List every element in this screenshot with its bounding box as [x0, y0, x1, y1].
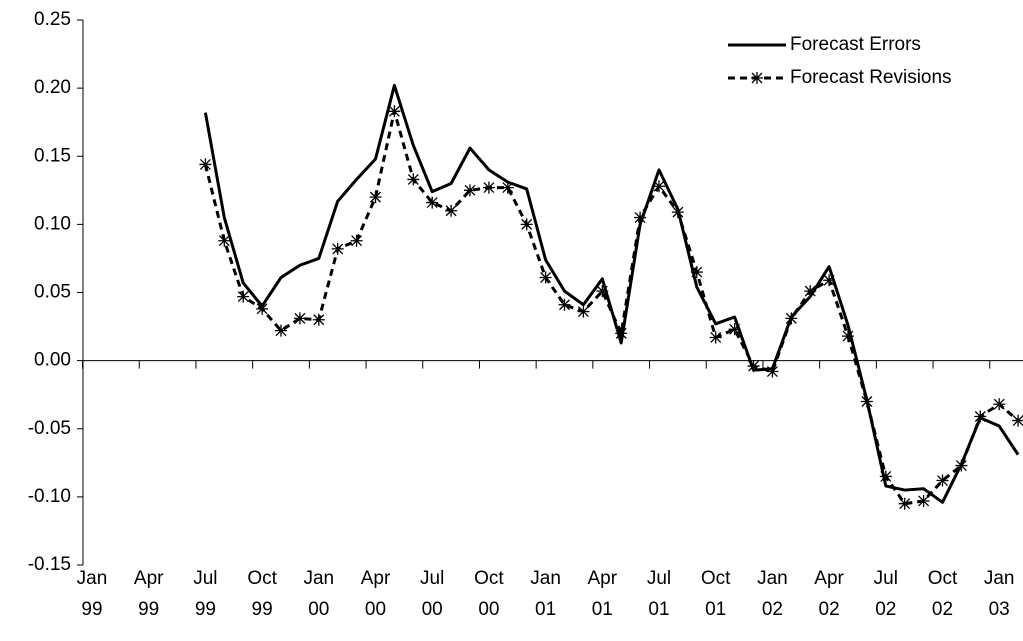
- x-tick-label: Jul 01: [646, 568, 672, 620]
- x-tick-label: Apr 01: [587, 568, 618, 620]
- marker: [388, 105, 401, 118]
- marker: [993, 398, 1006, 411]
- y-tick-label: 0.20: [34, 77, 71, 98]
- marker: [596, 285, 609, 298]
- x-tick-label: Jan 99: [76, 568, 108, 620]
- series-line: [203, 109, 1020, 506]
- x-tick-label: Oct 02: [927, 568, 958, 620]
- x-tick-label: Oct 99: [247, 568, 277, 620]
- marker: [974, 410, 987, 423]
- y-tick-label: 0.05: [34, 282, 71, 303]
- marker: [898, 497, 911, 510]
- marker: [823, 274, 836, 287]
- x-tick-label: Jan 03: [983, 568, 1015, 620]
- marker: [256, 302, 269, 315]
- y-tick-label: 0.15: [34, 145, 71, 166]
- marker: [369, 191, 382, 204]
- marker: [312, 313, 325, 326]
- marker: [407, 173, 420, 186]
- x-tick-label: Apr 02: [814, 568, 844, 620]
- marker: [690, 266, 703, 279]
- x-tick-label: Jan 02: [757, 568, 788, 620]
- marker: [275, 324, 287, 337]
- marker: [936, 474, 949, 487]
- y-tick-label: 0.25: [34, 9, 71, 30]
- marker: [445, 204, 458, 217]
- marker: [879, 470, 892, 483]
- marker: [653, 180, 665, 193]
- marker: [917, 494, 930, 507]
- x-tick-label: Oct 00: [474, 568, 504, 620]
- legend-label: Forecast Errors: [790, 34, 921, 55]
- y-tick-label: 0.00: [34, 350, 71, 371]
- marker: [501, 181, 514, 194]
- marker: [539, 271, 552, 284]
- marker: [520, 218, 533, 231]
- marker: [709, 331, 722, 344]
- marker: [464, 184, 476, 197]
- marker: [785, 312, 798, 325]
- y-tick-label: -0.15: [28, 554, 71, 575]
- x-tick-label: Apr 99: [133, 568, 164, 620]
- marker: [577, 305, 590, 318]
- marker: [1012, 414, 1023, 427]
- marker: [766, 365, 779, 378]
- marker: [331, 242, 344, 255]
- marker: [955, 459, 968, 472]
- marker: [426, 196, 439, 209]
- x-tick-label: Oct 01: [700, 568, 731, 620]
- series-line: [203, 83, 1020, 504]
- x-tick-label: Jan 01: [530, 568, 561, 620]
- legend-label: Forecast Revisions: [790, 67, 952, 88]
- y-tick-label: -0.05: [28, 418, 71, 439]
- marker: [350, 234, 363, 247]
- legend-marker: [751, 72, 763, 84]
- marker: [199, 158, 212, 171]
- x-tick-label: Jul 99: [193, 568, 218, 620]
- marker: [634, 211, 647, 224]
- marker: [558, 298, 571, 311]
- y-tick-label: -0.10: [28, 486, 71, 507]
- x-tick-label: Apr 00: [360, 568, 391, 620]
- marker: [482, 181, 495, 194]
- x-tick-label: Jul 02: [873, 568, 898, 620]
- marker: [842, 330, 854, 343]
- x-tick-label: Jan 00: [303, 568, 335, 620]
- marker: [293, 312, 306, 325]
- marker: [747, 360, 760, 373]
- marker: [804, 285, 817, 298]
- marker: [671, 206, 684, 219]
- marker: [218, 234, 231, 247]
- y-tick-label: 0.10: [34, 213, 71, 234]
- marker: [860, 395, 873, 408]
- marker: [615, 327, 628, 340]
- x-tick-label: Jul 00: [420, 568, 445, 620]
- marker: [728, 323, 741, 336]
- marker: [237, 290, 250, 303]
